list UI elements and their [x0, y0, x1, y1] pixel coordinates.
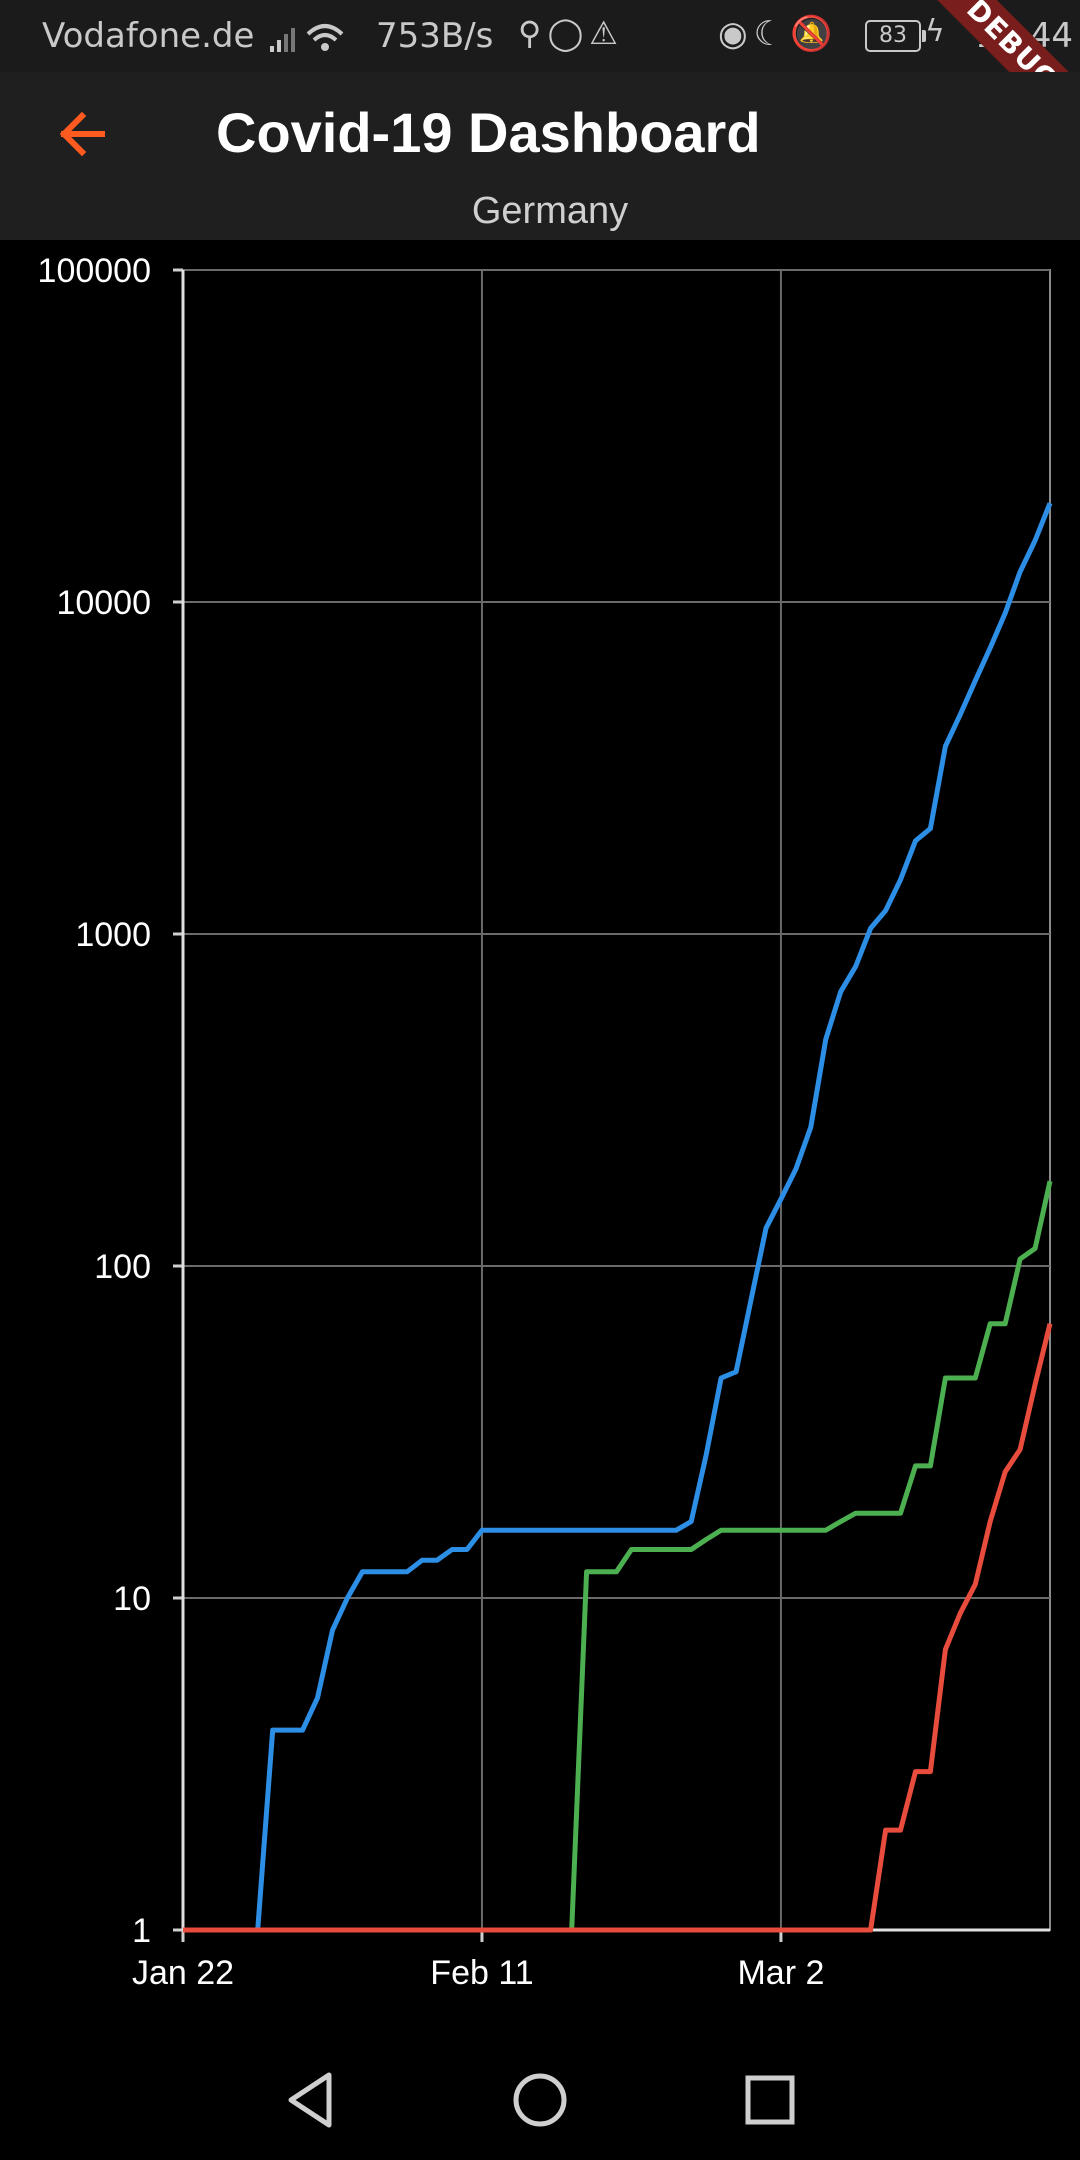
battery-icon: 83: [865, 20, 926, 52]
y-tick-label: 100: [94, 1248, 151, 1286]
plot-frame: [182, 269, 1051, 1931]
confirmed-series-line: [183, 502, 1053, 1933]
usb-icon: ⚲: [518, 14, 548, 52]
bell-off-icon: 🔕: [790, 14, 839, 54]
chart-svg: 100000 10000 1000 100 10 1 Jan 22 Feb 11 Mar 2: [38, 252, 1053, 1992]
country-subtitle: Germany: [471, 190, 629, 232]
moon-icon: ☾: [753, 14, 791, 54]
nav-recents-button[interactable]: [735, 2065, 805, 2135]
nav-home-button[interactable]: [505, 2065, 575, 2135]
y-tick-label: 10: [113, 1580, 151, 1618]
notification-icons: ⚲◯⚠: [518, 14, 624, 52]
y-tick-label: 1000: [75, 916, 151, 954]
warning-icon: ⚠: [589, 14, 624, 52]
page-title: Covid-19 Dashboard: [216, 101, 761, 164]
charging-icon: ϟ: [925, 14, 945, 49]
system-icons: ◉☾🔕: [718, 14, 839, 54]
recents-square-icon: [745, 2075, 795, 2125]
status-bar: Vodafone.de 753B/s ⚲◯⚠ ◉☾🔕 83 ϟ 10:44: [0, 0, 1080, 72]
whatsapp-icon: ◯: [547, 14, 590, 52]
x-tick-label: Jan 22: [132, 1954, 234, 1992]
carrier-name: Vodafone.de: [42, 16, 255, 56]
back-triangle-icon: [288, 2072, 332, 2128]
home-circle-icon: [513, 2073, 567, 2127]
cases-chart: 100000 10000 1000 100 10 1 Jan 22 Feb 11 Mar 2: [0, 240, 1080, 2020]
x-tick-label: Feb 11: [430, 1954, 533, 1992]
app-bar: Covid-19 Dashboard Germany: [0, 72, 1080, 240]
y-tick-label: 10000: [56, 584, 151, 622]
y-tick-label: 100000: [38, 252, 151, 290]
deaths-series-line: [183, 1323, 1053, 1933]
back-button[interactable]: [52, 102, 116, 166]
x-tick-label: Mar 2: [737, 1954, 824, 1992]
nav-back-button[interactable]: [275, 2065, 345, 2135]
navigation-bar: [0, 2040, 1080, 2160]
signal-wifi-icon: [268, 16, 358, 65]
network-speed: 753B/s: [376, 16, 494, 56]
arrow-left-icon: [59, 111, 105, 157]
recovered-series-line: [183, 1180, 1053, 1933]
y-tick-label: 1: [132, 1912, 151, 1950]
eye-icon: ◉: [718, 14, 754, 54]
